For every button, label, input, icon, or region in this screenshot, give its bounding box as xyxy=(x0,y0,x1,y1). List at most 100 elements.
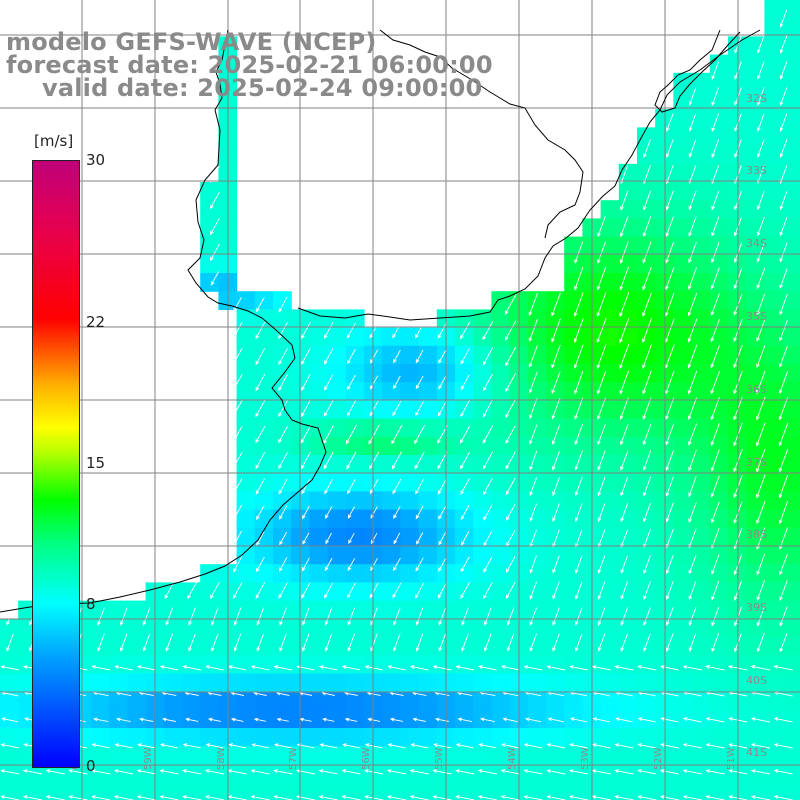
wind-speed-cell xyxy=(309,491,329,511)
wind-speed-cell xyxy=(546,691,565,711)
longitude-label: 51W xyxy=(726,747,737,770)
wind-arrow xyxy=(523,769,543,775)
wind-speed-cell xyxy=(0,691,19,711)
wind-arrow xyxy=(6,633,14,652)
wind-speed-cell xyxy=(127,673,147,693)
wind-speed-cell xyxy=(455,691,474,711)
wind-speed-cell xyxy=(600,364,620,383)
wind-arrow xyxy=(460,582,470,599)
wind-speed-cell xyxy=(473,782,492,800)
wind-arrow xyxy=(228,665,247,671)
wind-arrow xyxy=(322,717,335,722)
wind-speed-cell xyxy=(618,491,638,511)
wind-speed-cell xyxy=(637,291,656,310)
wind-speed-cell xyxy=(709,200,729,219)
wind-arrow xyxy=(188,607,196,626)
wind-speed-cell xyxy=(400,473,420,492)
wind-arrow xyxy=(211,607,219,626)
wind-speed-cell xyxy=(455,345,474,365)
wind-speed-cell xyxy=(0,637,19,656)
wind-arrow xyxy=(505,451,516,470)
wind-speed-cell xyxy=(327,618,347,638)
wind-arrow xyxy=(682,743,702,749)
wind-arrow xyxy=(22,769,43,775)
wind-arrow xyxy=(665,190,674,211)
wind-speed-cell xyxy=(309,327,329,347)
wind-arrow xyxy=(324,374,334,391)
wind-speed-cell xyxy=(618,236,638,256)
wind-arrow xyxy=(682,769,702,775)
wind-arrow xyxy=(682,795,702,800)
wind-arrow xyxy=(278,557,288,572)
wind-speed-cell xyxy=(600,509,620,529)
wind-arrow xyxy=(460,504,470,521)
wind-speed-cell xyxy=(400,509,420,529)
wind-speed-cell xyxy=(327,473,347,492)
wind-arrow xyxy=(574,424,584,446)
wind-arrow xyxy=(665,555,674,575)
wind-speed-cell xyxy=(418,637,438,656)
wind-speed-cell xyxy=(254,436,274,456)
wind-arrow xyxy=(483,477,493,496)
wind-arrow xyxy=(687,344,698,369)
wind-arrow xyxy=(687,370,698,395)
wind-arrow xyxy=(779,216,788,237)
wind-arrow xyxy=(773,769,793,775)
wind-arrow xyxy=(232,451,243,470)
wind-speed-cell xyxy=(418,473,438,492)
wind-speed-cell xyxy=(709,655,729,674)
wind-speed-cell xyxy=(691,728,711,747)
wind-arrow xyxy=(620,503,629,523)
wind-speed-cell xyxy=(473,418,492,438)
wind-arrow xyxy=(614,769,634,775)
wind-arrow xyxy=(341,769,361,775)
wind-arrow xyxy=(665,581,674,601)
wind-speed-cell xyxy=(782,509,800,529)
lagoon-shore xyxy=(654,29,741,113)
wind-speed-cell xyxy=(764,218,784,238)
wind-speed-cell xyxy=(254,728,274,747)
wind-arrow xyxy=(114,743,133,749)
wind-speed-cell xyxy=(254,582,274,602)
wind-speed-cell xyxy=(291,746,310,765)
wind-speed-cell xyxy=(782,709,800,729)
wind-arrow xyxy=(620,581,629,600)
wind-speed-cell xyxy=(691,473,711,492)
wind-arrow xyxy=(756,61,765,80)
wind-speed-cell xyxy=(473,618,492,638)
wind-speed-cell xyxy=(709,54,729,74)
wind-arrow xyxy=(665,633,674,652)
wind-speed-cell xyxy=(273,546,292,565)
wind-speed-cell xyxy=(782,637,800,656)
wind-speed-cell xyxy=(691,291,711,310)
wind-arrow xyxy=(364,743,383,749)
wind-arrow xyxy=(438,505,447,520)
wind-speed-cell xyxy=(327,582,347,602)
wind-arrow xyxy=(552,581,560,600)
wind-arrow xyxy=(750,743,771,749)
wind-speed-cell xyxy=(291,418,310,438)
wind-arrow xyxy=(637,795,657,800)
wind-arrow xyxy=(182,769,202,775)
wind-speed-cell xyxy=(491,473,511,492)
wind-speed-cell xyxy=(673,109,693,128)
wind-arrow xyxy=(182,795,202,800)
wind-speed-cell xyxy=(709,764,729,784)
wind-speed-cell xyxy=(527,436,547,456)
wind-speed-cell xyxy=(600,728,620,747)
wind-speed-cell xyxy=(728,382,747,401)
wind-arrow xyxy=(255,556,265,573)
wind-speed-cell xyxy=(728,91,747,110)
wind-arrow xyxy=(528,319,538,343)
wind-arrow xyxy=(750,795,771,800)
wind-arrow xyxy=(642,476,652,497)
wind-speed-cell xyxy=(746,364,765,383)
wind-arrow xyxy=(142,633,151,652)
wind-arrow xyxy=(687,267,698,290)
wind-speed-cell xyxy=(764,546,784,565)
wind-arrow xyxy=(597,423,606,446)
wind-arrow xyxy=(642,216,652,238)
wind-speed-cell xyxy=(691,564,711,583)
wind-speed-cell xyxy=(782,746,800,765)
wind-speed-cell xyxy=(91,728,110,747)
